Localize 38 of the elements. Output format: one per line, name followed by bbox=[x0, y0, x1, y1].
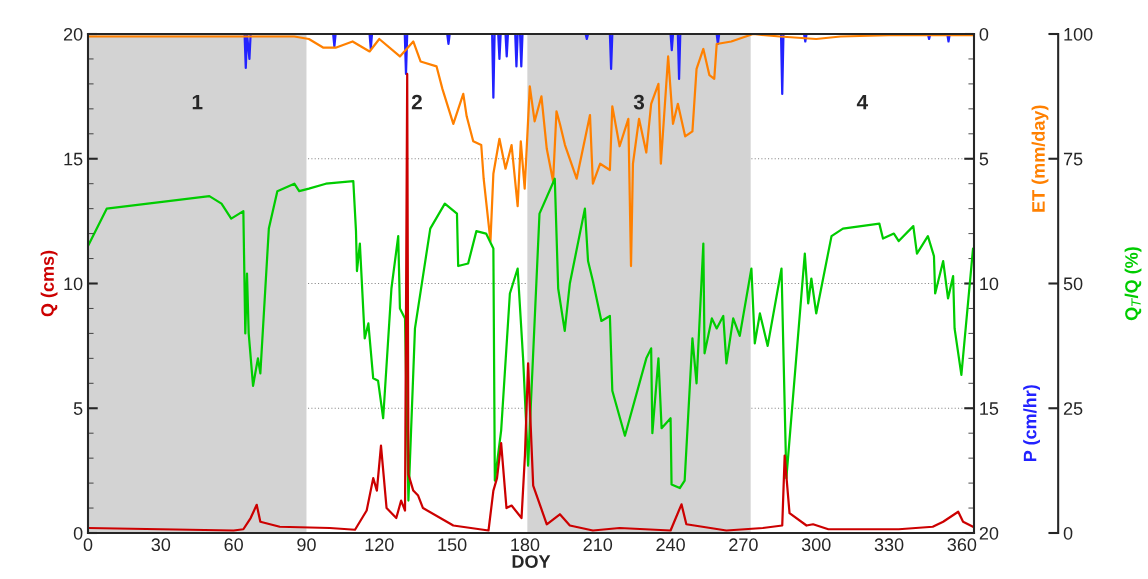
x-tick-label: 150 bbox=[438, 538, 467, 552]
y2-tick-label: 0 bbox=[979, 27, 989, 41]
y-tick-label: 15 bbox=[64, 152, 83, 166]
x-tick-label: 60 bbox=[224, 538, 243, 552]
band-label: 3 bbox=[633, 94, 645, 110]
y3-tick-label: 0 bbox=[1063, 526, 1073, 540]
x-tick-label: 270 bbox=[729, 538, 758, 552]
x-tick-label: 0 bbox=[83, 538, 93, 552]
line-series bbox=[88, 177, 974, 502]
x-tick-label: 90 bbox=[297, 538, 316, 552]
y-tick-label: 0 bbox=[73, 526, 83, 540]
x-tick-label: 180 bbox=[511, 538, 540, 552]
x-tick-label: 30 bbox=[151, 538, 171, 552]
y2-tick-label: 20 bbox=[979, 526, 999, 540]
x-tick-label: 330 bbox=[874, 538, 904, 552]
x-tick-label: 300 bbox=[801, 538, 831, 552]
y-tick-label: 5 bbox=[73, 402, 83, 415]
annotation: 4 bbox=[856, 94, 869, 110]
x-tick-label: 240 bbox=[656, 538, 685, 552]
y3-tick-label: 100 bbox=[1064, 27, 1093, 41]
x-tick-label: 210 bbox=[583, 538, 613, 552]
band-label: 1 bbox=[192, 94, 203, 110]
text: P (cm/hr) bbox=[1023, 385, 1041, 461]
y2-axis-title: ET (mm/day) bbox=[1031, 105, 1049, 212]
annotation: 2 bbox=[411, 94, 422, 110]
x-tick-label: 360 bbox=[947, 538, 977, 552]
y-axis-title: Q (cms) bbox=[40, 250, 58, 317]
y-tick-label: 20 bbox=[63, 27, 83, 41]
y2-tick-label: 5 bbox=[979, 152, 989, 166]
y3-axis-title: Q$_{T}$/Q (%) bbox=[1124, 247, 1142, 321]
x-tick-label: 120 bbox=[365, 538, 394, 552]
x-axis-title: DOY bbox=[512, 555, 551, 568]
y3-tick-label: 25 bbox=[1063, 402, 1083, 415]
y3-tick-label: 50 bbox=[1063, 277, 1083, 291]
y-tick-label: 10 bbox=[64, 277, 83, 291]
y2-tick-label: 10 bbox=[980, 277, 999, 291]
y2-tick-label: 15 bbox=[980, 402, 999, 415]
y3-tick-label: 75 bbox=[1063, 152, 1083, 166]
